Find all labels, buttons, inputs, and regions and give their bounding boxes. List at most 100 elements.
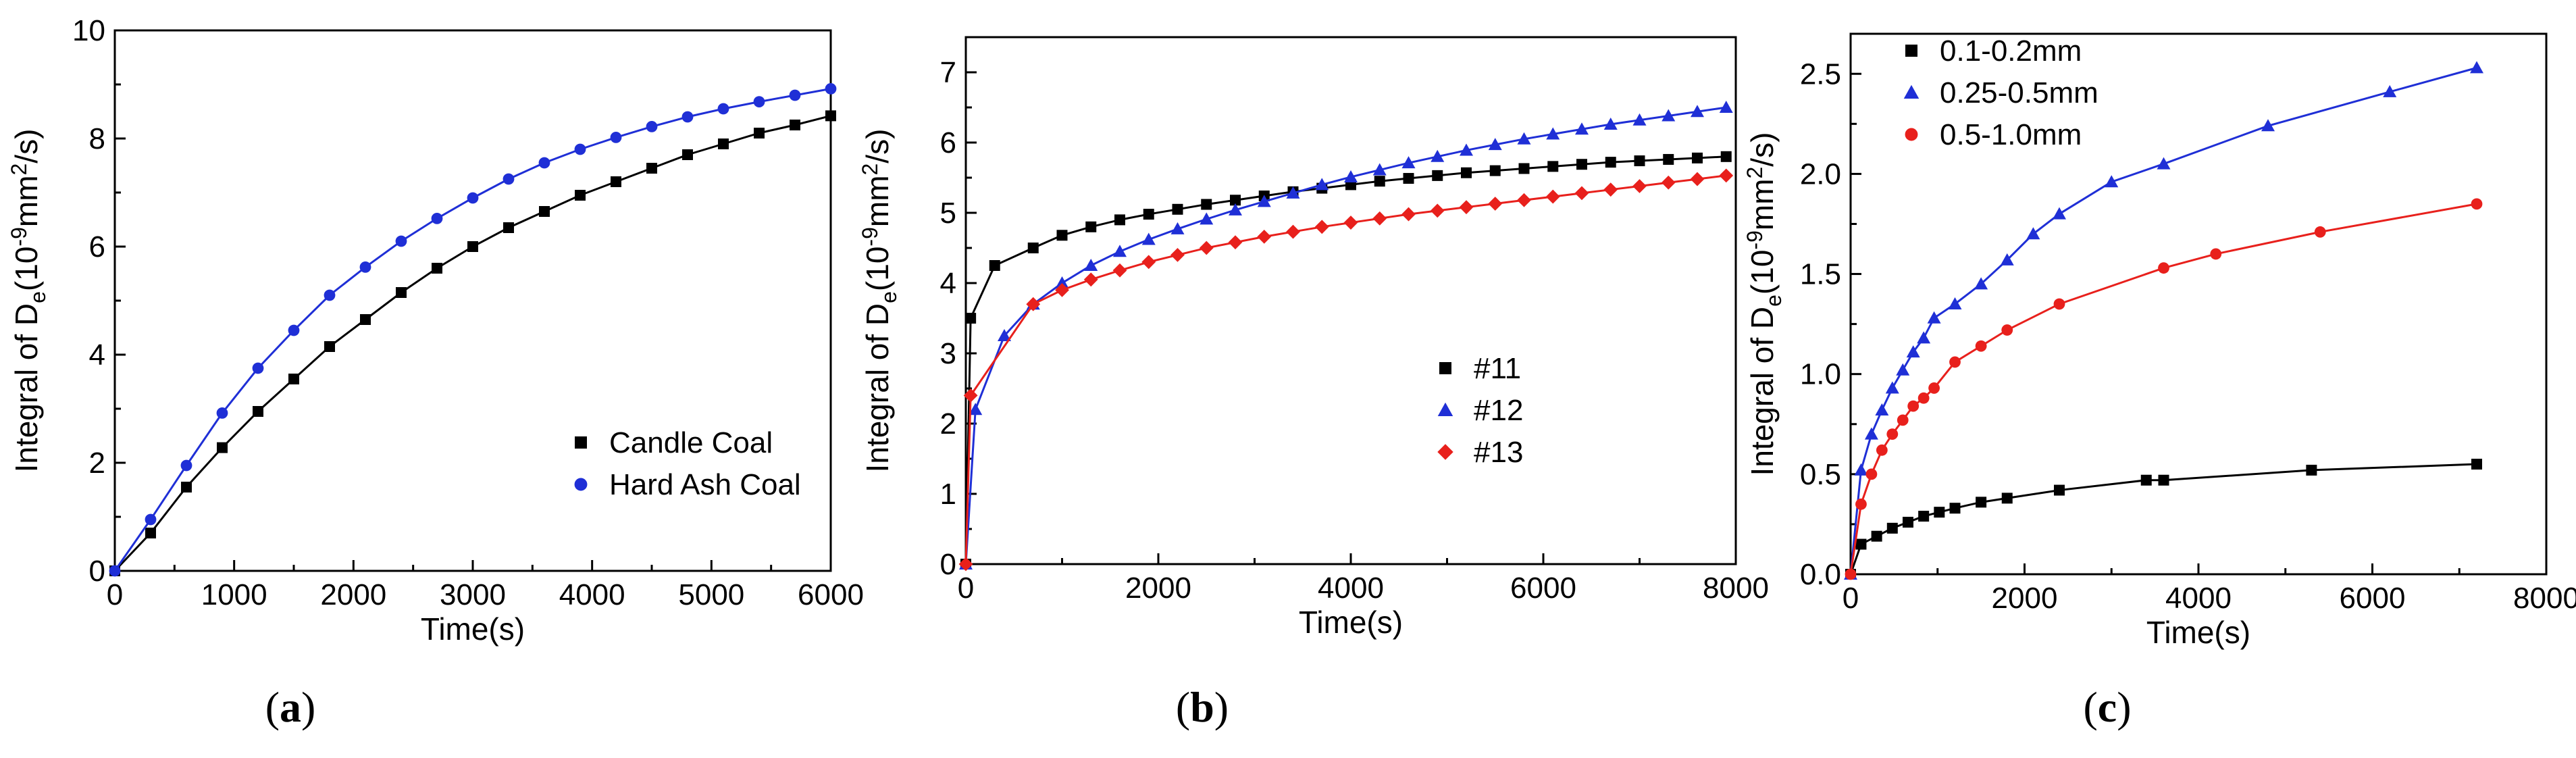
data-point bbox=[1545, 189, 1560, 204]
data-point bbox=[681, 111, 694, 123]
data-point bbox=[1401, 156, 1416, 169]
data-point bbox=[1719, 101, 1733, 113]
legend-label: Hard Ash Coal bbox=[609, 468, 801, 501]
data-point bbox=[324, 289, 336, 301]
data-point bbox=[963, 388, 978, 403]
legend-marker bbox=[1903, 84, 1920, 99]
y-tick-label: 0 bbox=[940, 548, 956, 581]
x-axis-label: Time(s) bbox=[421, 611, 525, 647]
data-point bbox=[1026, 297, 1041, 311]
data-point bbox=[2306, 464, 2317, 476]
data-point bbox=[958, 557, 973, 572]
data-point bbox=[1229, 203, 1242, 216]
data-point bbox=[1897, 414, 1909, 426]
panel-label-a: (a) bbox=[265, 683, 316, 731]
panel-label-b: (b) bbox=[1175, 683, 1229, 731]
data-point bbox=[1143, 209, 1154, 220]
data-point bbox=[1692, 152, 1703, 163]
y-axis-label-part: /s) bbox=[9, 129, 44, 163]
y-tick-label: 4 bbox=[89, 338, 105, 372]
data-point bbox=[2054, 484, 2065, 496]
data-point bbox=[1875, 403, 1889, 416]
data-point bbox=[1055, 283, 1069, 297]
chart-panel-b: 0 2000 4000 6000 8000 0 1 2 3 4 5 6 7 Time(s) Integral… bbox=[858, 36, 1769, 640]
data-point bbox=[1906, 345, 1920, 358]
x-tick-label: 6000 bbox=[798, 578, 864, 611]
data-point bbox=[1199, 241, 1214, 255]
y-tick-label: 1.0 bbox=[1800, 358, 1841, 391]
data-point bbox=[1141, 255, 1156, 270]
legend-marker bbox=[1439, 362, 1451, 374]
data-point bbox=[646, 163, 657, 174]
data-point bbox=[2158, 474, 2169, 486]
data-point bbox=[253, 406, 263, 417]
data-point bbox=[1460, 143, 1473, 156]
plot-frame bbox=[964, 36, 1737, 565]
data-point bbox=[1974, 277, 1988, 290]
data-point bbox=[1201, 199, 1212, 210]
data-point bbox=[1603, 182, 1618, 197]
x-tick-label: 4000 bbox=[2165, 582, 2232, 615]
data-point bbox=[503, 222, 514, 233]
data-point bbox=[1056, 230, 1068, 241]
data-point bbox=[1372, 163, 1387, 176]
data-point bbox=[1257, 195, 1271, 207]
y-tick-label: 0 bbox=[89, 555, 105, 588]
data-point bbox=[1286, 224, 1300, 239]
legend-label: #12 bbox=[1474, 394, 1523, 427]
data-point bbox=[1547, 161, 1559, 172]
legend-label: 0.25-0.5mm bbox=[1940, 76, 2098, 109]
data-point bbox=[1343, 216, 1358, 230]
data-point bbox=[1927, 311, 1941, 324]
series-line-0 bbox=[964, 155, 1726, 565]
y-axis-label-part: (10 bbox=[1745, 250, 1780, 295]
data-point bbox=[1459, 200, 1474, 215]
legend-marker bbox=[1905, 128, 1918, 141]
x-axis-label: Time(s) bbox=[1299, 605, 1403, 640]
data-point bbox=[1949, 356, 1961, 368]
data-point bbox=[396, 287, 407, 298]
y-tick-label: 2 bbox=[89, 447, 105, 480]
legend-marker bbox=[1905, 45, 1917, 57]
y-tick-label: 8 bbox=[89, 122, 105, 155]
data-point bbox=[1876, 444, 1888, 456]
y-tick-label: 1 bbox=[940, 478, 956, 511]
data-point bbox=[1871, 530, 1882, 542]
data-point bbox=[2470, 61, 2483, 74]
data-point bbox=[574, 143, 586, 155]
data-point bbox=[1546, 127, 1560, 140]
legend-marker bbox=[1437, 444, 1453, 460]
y-tick-label: 6 bbox=[940, 126, 956, 159]
data-point bbox=[288, 374, 299, 384]
data-point bbox=[1314, 220, 1329, 234]
data-point bbox=[1170, 222, 1185, 234]
data-point bbox=[1917, 331, 1931, 344]
data-point bbox=[1691, 105, 1704, 118]
data-point bbox=[2471, 459, 2482, 470]
data-point bbox=[1228, 235, 1243, 250]
x-tick-label: 8000 bbox=[2513, 582, 2576, 615]
y-axis-label-part: -9 bbox=[1743, 230, 1767, 249]
data-point bbox=[646, 121, 658, 132]
data-point bbox=[1928, 382, 1940, 394]
data-point bbox=[1896, 363, 1910, 376]
data-point bbox=[539, 206, 550, 217]
data-point bbox=[717, 103, 729, 115]
data-point bbox=[1431, 149, 1445, 162]
data-point bbox=[825, 82, 837, 95]
data-point bbox=[1172, 203, 1183, 215]
y-axis-label-part: mm bbox=[1745, 178, 1780, 230]
data-point bbox=[1603, 117, 1618, 130]
data-point bbox=[789, 89, 801, 101]
data-point bbox=[1114, 214, 1125, 226]
series-line-2 bbox=[964, 174, 1726, 565]
data-point bbox=[1517, 193, 1531, 207]
data-point bbox=[1112, 263, 1127, 278]
y-tick-label: 7 bbox=[940, 56, 956, 89]
data-point bbox=[432, 263, 442, 274]
y-axis-label-part: e bbox=[1761, 295, 1786, 307]
data-point bbox=[288, 324, 300, 336]
data-point bbox=[1200, 212, 1214, 225]
data-point bbox=[359, 261, 371, 273]
x-tick-label: 1000 bbox=[201, 578, 267, 611]
